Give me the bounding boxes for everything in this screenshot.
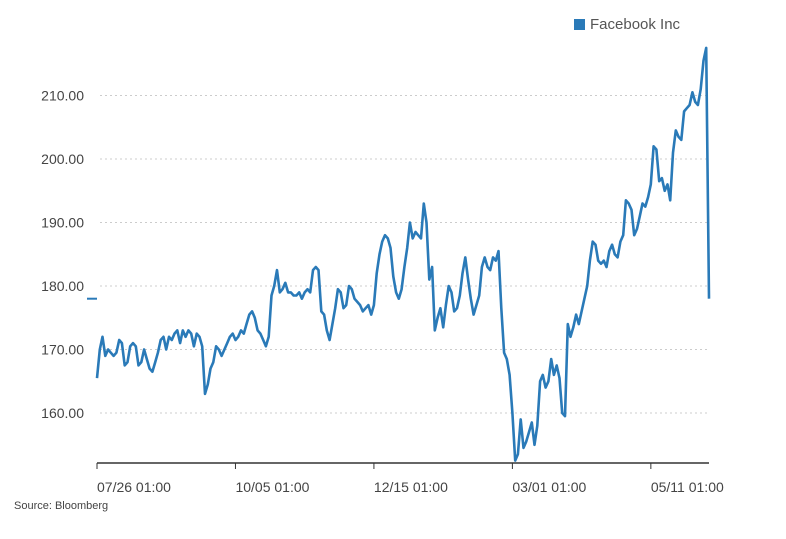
legend: Facebook Inc	[574, 16, 680, 33]
y-tick-label: 200.00	[41, 151, 84, 167]
y-axis-tick-labels: 160.00 170.00 180.00 190.00 200.00 210.00	[41, 88, 84, 422]
source-note: Source: Bloomberg	[14, 500, 109, 512]
legend-swatch	[574, 19, 585, 30]
x-tick-label: 07/26 01:00	[97, 479, 171, 495]
y-tick-label: 210.00	[41, 88, 84, 104]
x-axis-tick-labels: 07/26 01:00 10/05 01:00 12/15 01:00 03/01 0…	[97, 479, 724, 495]
y-tick-label: 190.00	[41, 215, 84, 231]
x-tick-label: 12/15 01:00	[374, 479, 448, 495]
series-line-facebook-inc	[95, 46, 711, 462]
x-tick-label: 05/11 01:00	[651, 479, 724, 495]
x-tick-label: 03/01 01:00	[512, 479, 586, 495]
y-tick-label: 180.00	[41, 278, 84, 294]
x-tick-label: 10/05 01:00	[235, 479, 309, 495]
y-tick-label: 160.00	[41, 405, 84, 421]
legend-label: Facebook Inc	[590, 16, 681, 33]
y-tick-label: 170.00	[41, 342, 84, 358]
x-axis-tick-marks	[96, 463, 652, 469]
